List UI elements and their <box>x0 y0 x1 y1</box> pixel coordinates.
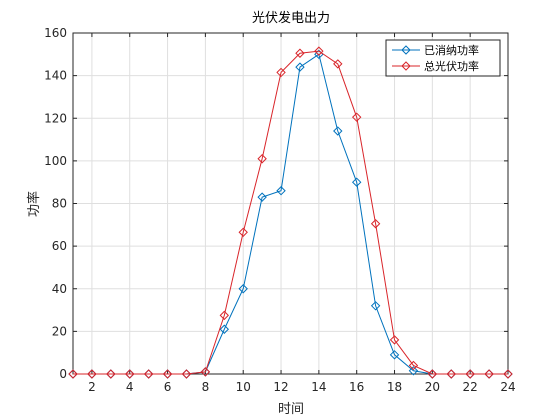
series-2-point <box>503 369 513 379</box>
x-tick-label: 12 <box>273 380 288 394</box>
series-2-point <box>370 219 381 229</box>
series-2-point <box>181 369 192 379</box>
x-tick-label: 20 <box>425 380 440 394</box>
series-2-point <box>68 369 78 379</box>
series-2-point <box>276 67 286 78</box>
series-1-point <box>370 301 381 311</box>
x-tick-label: 6 <box>164 380 172 394</box>
series-2-point <box>484 369 494 379</box>
x-tick-label: 24 <box>500 380 515 394</box>
x-tick-label: 16 <box>349 380 364 394</box>
series-2-point <box>162 369 173 379</box>
legend-marker-2 <box>401 61 411 71</box>
x-tick-label: 2 <box>88 380 96 394</box>
series-2-point <box>200 367 211 377</box>
x-axis-title: 时间 <box>278 402 304 417</box>
y-tick-label: 120 <box>44 111 67 125</box>
series-2-point <box>257 154 267 164</box>
legend-box <box>385 39 501 77</box>
x-tick-label: 18 <box>387 380 402 394</box>
y-tick-label: 100 <box>44 154 67 168</box>
series-2-point <box>143 369 154 379</box>
series-1-point <box>389 350 400 360</box>
series-1-point <box>238 284 248 294</box>
x-tick-label: 14 <box>311 380 326 394</box>
y-tick-label: 140 <box>44 69 67 83</box>
series-2-point <box>408 360 419 371</box>
series-2-point <box>427 369 438 379</box>
chart-title: 光伏发电出力 <box>252 10 330 26</box>
series-1-point <box>351 177 362 187</box>
y-tick-label: 160 <box>44 26 67 40</box>
series-1-point <box>295 62 305 72</box>
legend-marker-1 <box>401 45 411 55</box>
series-1-point <box>333 126 343 136</box>
legend-label-2: 总光伏功率 <box>424 59 479 73</box>
series-2-point <box>389 335 400 345</box>
series-2-point <box>446 369 456 379</box>
x-tick-label: 4 <box>126 380 134 394</box>
series-2-point <box>238 227 248 237</box>
series-1-point <box>219 324 230 334</box>
series-2-point <box>465 369 475 379</box>
series-1-point <box>257 192 267 202</box>
y-tick-label: 0 <box>59 367 67 381</box>
x-tick-label: 22 <box>463 380 478 394</box>
y-tick-label: 20 <box>52 324 67 338</box>
series-1-point <box>276 186 286 196</box>
legend-label-1: 已消纳功率 <box>424 43 479 57</box>
series-2-point <box>87 369 97 379</box>
x-tick-label: 10 <box>236 380 251 394</box>
x-tick-label: 8 <box>202 380 210 394</box>
y-tick-label: 40 <box>52 282 67 296</box>
series-2-point <box>219 310 230 321</box>
series-line-2 <box>73 50 508 375</box>
series-1-point <box>408 366 419 376</box>
y-axis-title: 功率 <box>26 191 42 217</box>
series-2-point <box>295 48 305 58</box>
series-2-point <box>314 46 324 56</box>
plot-area: 2 4 6 8 10 12 14 16 18 20 22 2402040608010012014016… <box>44 26 516 394</box>
series-2-point <box>333 59 343 69</box>
y-tick-label: 60 <box>52 239 67 253</box>
series-2-point <box>351 112 362 122</box>
y-tick-label: 80 <box>52 197 67 211</box>
series-2-point <box>106 369 116 379</box>
series-2-point <box>125 369 135 379</box>
